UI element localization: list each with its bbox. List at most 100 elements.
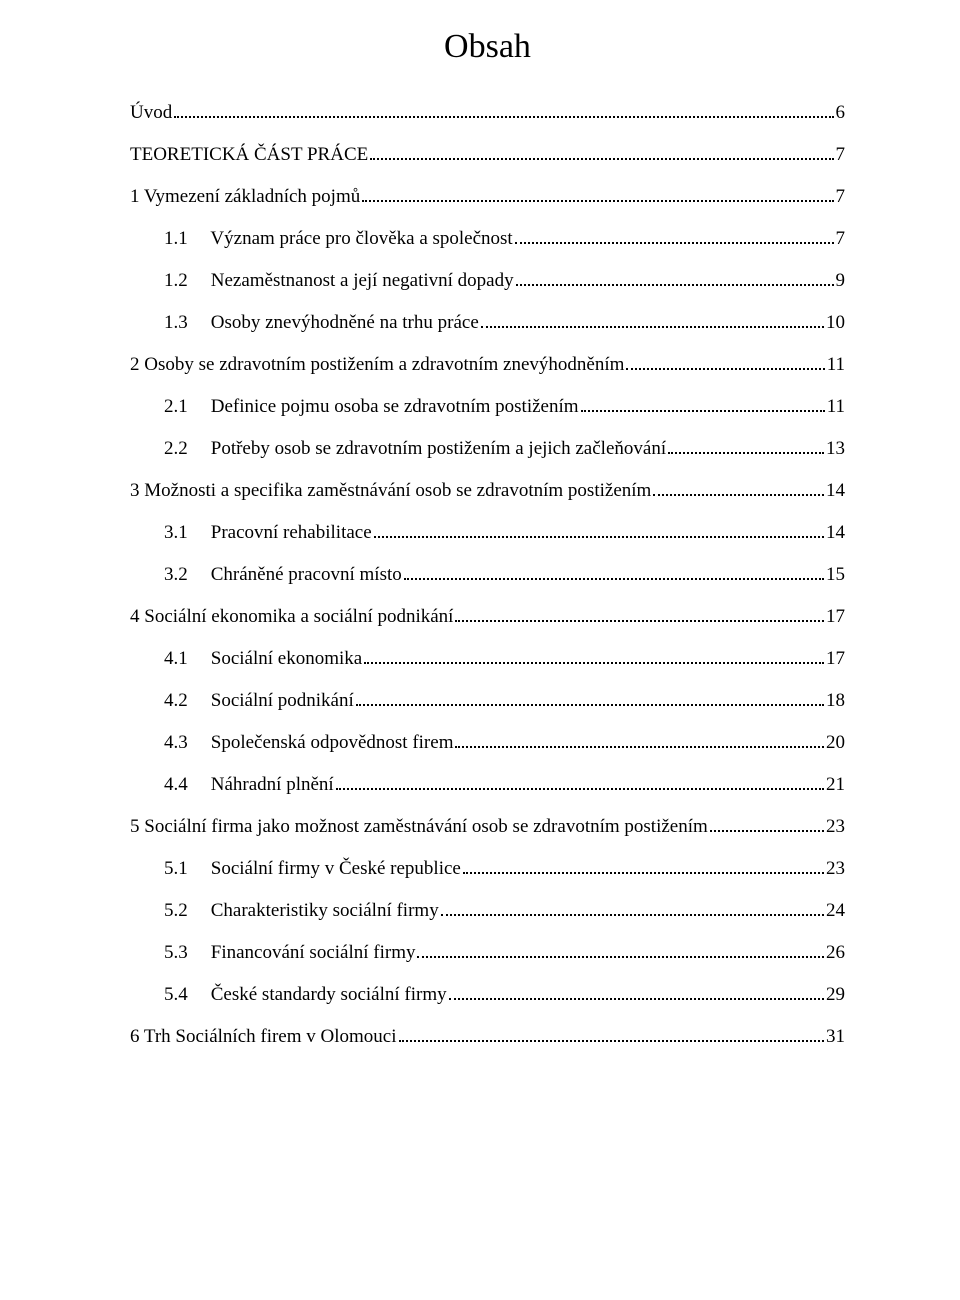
- toc-entry-page: 23: [826, 816, 845, 838]
- toc-entry-page: 9: [836, 270, 846, 292]
- toc-entry: 4.3 Společenská odpovědnost firem 20: [130, 732, 845, 754]
- toc-entry-number: 4.1: [164, 648, 206, 670]
- toc-leader-dots: [710, 830, 824, 832]
- toc-entry: 5 Sociální firma jako možnost zaměstnává…: [130, 816, 845, 838]
- toc-entry-page: 11: [827, 396, 845, 418]
- toc-entry: 1.3 Osoby znevýhodněné na trhu práce 10: [130, 312, 845, 334]
- toc-entry: 3 Možnosti a specifika zaměstnávání osob…: [130, 480, 845, 502]
- toc-leader-dots: [404, 578, 824, 580]
- toc-leader-dots: [626, 368, 824, 370]
- toc-entry-label: 4.1 Sociální ekonomika: [164, 648, 362, 670]
- toc-entry-page: 29: [826, 984, 845, 1006]
- toc-entry-label: 4.3 Společenská odpovědnost firem: [164, 732, 453, 754]
- toc-leader-dots: [515, 242, 834, 244]
- toc-entry-label: 4.4 Náhradní plnění: [164, 774, 334, 796]
- toc-entry-label: 5.3 Financování sociální firmy: [164, 942, 415, 964]
- toc-entry-label: 1.1 Význam práce pro člověka a společnos…: [164, 228, 513, 250]
- toc-entry-page: 20: [826, 732, 845, 754]
- toc-entry-text: 5 Sociální firma jako možnost zaměstnává…: [130, 816, 708, 838]
- toc-entry: 4.2 Sociální podnikání 18: [130, 690, 845, 712]
- toc-entry: 3.1 Pracovní rehabilitace 14: [130, 522, 845, 544]
- toc-leader-dots: [449, 998, 824, 1000]
- toc-leader-dots: [370, 158, 833, 160]
- toc-leader-dots: [364, 662, 824, 664]
- toc-leader-dots: [653, 494, 824, 496]
- toc-entry: 6 Trh Sociálních firem v Olomouci 31: [130, 1026, 845, 1048]
- toc-entry-page: 17: [826, 606, 845, 628]
- toc-entry-text: Úvod: [130, 102, 172, 124]
- toc-entry-text: Sociální ekonomika: [211, 648, 362, 669]
- toc-entry-number: 2.1: [164, 396, 206, 418]
- toc-entry: TEORETICKÁ ČÁST PRÁCE 7: [130, 144, 845, 166]
- toc-entry-page: 10: [826, 312, 845, 334]
- toc-entry-text: Společenská odpovědnost firem: [211, 732, 454, 753]
- toc-entry-label: 1.2 Nezaměstnanost a její negativní dopa…: [164, 270, 514, 292]
- toc-entry-label: 3.1 Pracovní rehabilitace: [164, 522, 372, 544]
- toc-entry-label: 5.4 České standardy sociální firmy: [164, 984, 447, 1006]
- toc-entry-text: Pracovní rehabilitace: [211, 522, 372, 543]
- toc-entry-text: Definice pojmu osoba se zdravotním posti…: [211, 396, 579, 417]
- toc-entry-number: 1.1: [164, 228, 206, 250]
- toc-entry: 4.1 Sociální ekonomika 17: [130, 648, 845, 670]
- toc-entry-number: 4.4: [164, 774, 206, 796]
- toc-entry: 5.3 Financování sociální firmy 26: [130, 942, 845, 964]
- toc-entry: 4.4 Náhradní plnění 21: [130, 774, 845, 796]
- toc-entry: 3.2 Chráněné pracovní místo 15: [130, 564, 845, 586]
- toc-entry: 5.4 České standardy sociální firmy 29: [130, 984, 845, 1006]
- toc-entry-label: 5.2 Charakteristiky sociální firmy: [164, 900, 439, 922]
- toc-entry-page: 17: [826, 648, 845, 670]
- toc-entry-text: Chráněné pracovní místo: [211, 564, 402, 585]
- toc-entry: 4 Sociální ekonomika a sociální podnikán…: [130, 606, 845, 628]
- toc-leader-dots: [174, 116, 833, 118]
- toc-leader-dots: [374, 536, 824, 538]
- toc-page: Obsah Úvod 6 TEORETICKÁ ČÁST PRÁCE 7 1 V…: [0, 0, 960, 1300]
- toc-entry-text: Charakteristiky sociální firmy: [211, 900, 439, 921]
- toc-entry-page: 6: [836, 102, 846, 124]
- toc-entry-number: 4.2: [164, 690, 206, 712]
- toc-leader-dots: [362, 200, 833, 202]
- toc-entry-number: 5.2: [164, 900, 206, 922]
- toc-entry: 2.1 Definice pojmu osoba se zdravotním p…: [130, 396, 845, 418]
- toc-entry-page: 23: [826, 858, 845, 880]
- toc-entry-number: 2.2: [164, 438, 206, 460]
- toc-entry-text: Sociální podnikání: [211, 690, 354, 711]
- toc-entry-label: 4.2 Sociální podnikání: [164, 690, 354, 712]
- toc-entry-text: 1 Vymezení základních pojmů: [130, 186, 360, 208]
- toc-entry-text: 3 Možnosti a specifika zaměstnávání osob…: [130, 480, 651, 502]
- toc-entry-text: Sociální firmy v České republice: [211, 858, 461, 879]
- toc-leader-dots: [455, 620, 824, 622]
- toc-entry-page: 11: [827, 354, 845, 376]
- toc-leader-dots: [581, 410, 825, 412]
- toc-entry-text: Osoby znevýhodněné na trhu práce: [211, 312, 479, 333]
- toc-leader-dots: [481, 326, 824, 328]
- toc-entry-page: 26: [826, 942, 845, 964]
- toc-entry-label: 2.1 Definice pojmu osoba se zdravotním p…: [164, 396, 579, 418]
- toc-entry-text: Náhradní plnění: [211, 774, 334, 795]
- toc-entry: 1 Vymezení základních pojmů 7: [130, 186, 845, 208]
- toc-leader-dots: [516, 284, 834, 286]
- toc-leader-dots: [668, 452, 824, 454]
- toc-entry-page: 7: [836, 186, 846, 208]
- toc-entry-page: 15: [826, 564, 845, 586]
- toc-entry-page: 21: [826, 774, 845, 796]
- toc-leader-dots: [417, 956, 824, 958]
- toc-leader-dots: [399, 1040, 824, 1042]
- toc-entry-page: 7: [836, 228, 846, 250]
- toc-title: Obsah: [130, 28, 845, 66]
- toc-entry-number: 5.1: [164, 858, 206, 880]
- toc-entry: Úvod 6: [130, 102, 845, 124]
- toc-entry-page: 24: [826, 900, 845, 922]
- toc-entry-page: 7: [836, 144, 846, 166]
- toc-entry: 2.2 Potřeby osob se zdravotním postižení…: [130, 438, 845, 460]
- toc-leader-dots: [336, 788, 824, 790]
- toc-entry-label: 5.1 Sociální firmy v České republice: [164, 858, 461, 880]
- toc-entry-text: 4 Sociální ekonomika a sociální podnikán…: [130, 606, 453, 628]
- toc-entry-label: 3.2 Chráněné pracovní místo: [164, 564, 402, 586]
- toc-entry-text: Potřeby osob se zdravotním postižením a …: [211, 438, 666, 459]
- toc-entry-number: 5.3: [164, 942, 206, 964]
- toc-entry-page: 31: [826, 1026, 845, 1048]
- toc-entry: 1.1 Význam práce pro člověka a společnos…: [130, 228, 845, 250]
- toc-entry-text: Význam práce pro člověka a společnost: [210, 228, 512, 249]
- toc-entry: 5.1 Sociální firmy v České republice 23: [130, 858, 845, 880]
- toc-entry-text: Nezaměstnanost a její negativní dopady: [211, 270, 514, 291]
